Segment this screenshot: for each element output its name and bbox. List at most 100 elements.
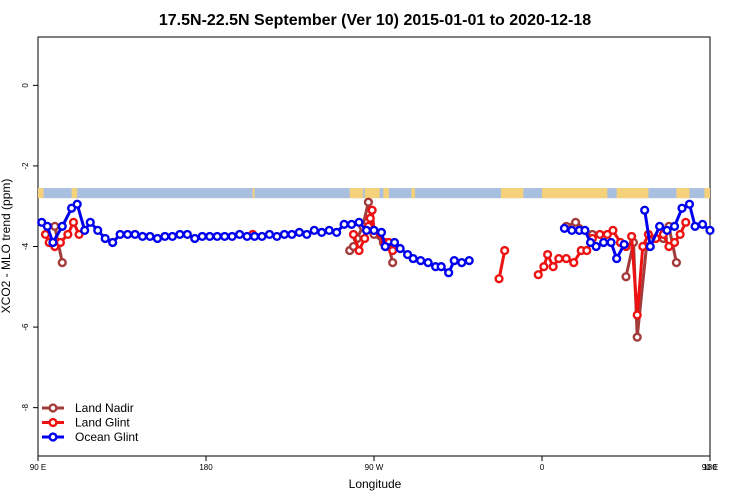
series-land-nadir xyxy=(50,197,682,342)
x-axis-title: Longitude xyxy=(349,477,402,491)
data-point xyxy=(257,231,267,242)
data-point xyxy=(42,221,52,231)
data-point xyxy=(388,258,398,268)
land-segment xyxy=(71,188,78,199)
data-point xyxy=(675,229,685,240)
data-point xyxy=(272,231,282,242)
data-point xyxy=(367,205,377,215)
data-point xyxy=(457,258,467,268)
data-point xyxy=(197,231,207,242)
y-tick-label: -2 xyxy=(21,162,30,170)
data-point xyxy=(464,256,474,266)
legend-label: Land Glint xyxy=(75,416,130,430)
chart-title: 17.5N-22.5N September (Ver 10) 2015-01-0… xyxy=(159,12,591,29)
data-point xyxy=(85,217,95,227)
y-tick-label: -6 xyxy=(21,323,30,331)
data-point xyxy=(376,227,387,237)
data-point xyxy=(242,231,252,242)
legend-label: Ocean Glint xyxy=(75,430,139,444)
data-point xyxy=(369,225,379,235)
data-point xyxy=(638,241,648,252)
data-point xyxy=(580,225,590,235)
data-point xyxy=(339,219,349,229)
data-point xyxy=(235,229,245,240)
land-segment xyxy=(411,188,416,199)
series-ocean-glint xyxy=(37,199,715,278)
data-point xyxy=(80,225,90,235)
data-point xyxy=(115,229,125,240)
data-point xyxy=(671,258,682,268)
y-axis-title: XCO2 - MLO trend (ppm) xyxy=(0,179,13,314)
data-point xyxy=(449,256,459,266)
data-point xyxy=(57,221,67,231)
data-point xyxy=(494,274,504,284)
data-point xyxy=(122,229,133,240)
legend-label: Land Nadir xyxy=(75,401,134,415)
x-tick-label: 180 xyxy=(199,463,213,472)
data-point xyxy=(287,229,297,240)
data-point xyxy=(582,245,592,256)
legend-marker xyxy=(48,403,58,413)
data-point xyxy=(632,332,642,342)
data-point xyxy=(608,225,618,235)
data-point xyxy=(681,217,691,227)
data-point xyxy=(388,245,398,256)
data-point xyxy=(227,231,237,242)
data-point xyxy=(348,229,359,240)
data-point xyxy=(548,262,558,272)
data-point xyxy=(621,272,631,282)
data-point xyxy=(63,229,73,240)
data-point xyxy=(669,221,680,231)
data-point xyxy=(365,213,375,223)
data-point xyxy=(619,239,629,250)
data-point xyxy=(72,199,82,209)
data-point xyxy=(363,197,374,207)
x-tick-label: 0 xyxy=(540,463,545,472)
data-point xyxy=(152,233,163,244)
land-segment xyxy=(349,188,363,199)
x-tick-label: 90 W xyxy=(365,463,384,472)
x-tick-label: 180 xyxy=(703,463,717,472)
data-point xyxy=(654,221,665,231)
data-point xyxy=(167,231,178,242)
data-point xyxy=(57,258,67,268)
data-point xyxy=(332,227,342,237)
legend-entry: Ocean Glint xyxy=(42,430,139,444)
data-point xyxy=(626,231,637,242)
legend-marker xyxy=(48,417,58,428)
data-point xyxy=(249,231,260,242)
data-point xyxy=(559,223,570,233)
x-tick-label: 90 E xyxy=(702,463,718,472)
data-point xyxy=(380,241,390,252)
data-point xyxy=(55,237,66,248)
data-point xyxy=(598,237,609,248)
data-point xyxy=(145,231,155,242)
data-point xyxy=(662,225,672,235)
data-point xyxy=(606,237,616,248)
data-point xyxy=(645,241,655,252)
data-point xyxy=(669,237,680,248)
data-point xyxy=(48,237,58,248)
data-point xyxy=(569,258,579,268)
data-point xyxy=(705,225,715,235)
data-point xyxy=(408,253,418,264)
y-tick-label: -4 xyxy=(21,242,30,250)
data-point xyxy=(690,221,700,231)
data-series xyxy=(37,197,715,342)
data-point xyxy=(570,217,581,227)
data-point xyxy=(354,245,364,256)
data-point xyxy=(697,219,708,229)
data-point xyxy=(389,237,400,248)
data-point xyxy=(640,205,650,215)
data-point xyxy=(68,217,79,227)
data-point xyxy=(175,229,185,240)
data-point xyxy=(595,229,605,240)
data-point xyxy=(220,231,230,242)
data-point xyxy=(567,225,577,235)
data-point xyxy=(302,229,312,240)
data-point xyxy=(324,225,334,235)
land-mask-band xyxy=(38,188,710,199)
data-point xyxy=(264,229,275,240)
data-point xyxy=(423,258,433,268)
